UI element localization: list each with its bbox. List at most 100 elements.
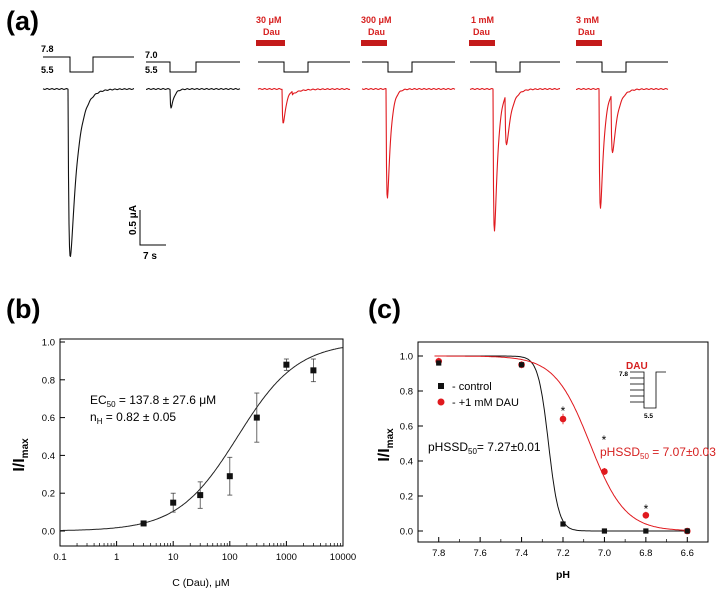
data-point-dau: [601, 468, 608, 475]
y-axis-title-b-sub: max: [20, 438, 31, 458]
dau-drug-label-4: Dau: [578, 27, 595, 37]
data-point-b: [253, 414, 260, 421]
protocol-high-label-2: 7.0: [145, 50, 158, 60]
current-trace-control-1: [42, 88, 135, 257]
y-axis-title-c: I/Imax: [376, 428, 396, 462]
data-point-control: [684, 528, 690, 534]
fit-curve-dau: [434, 355, 690, 531]
x-tick-label-b: 100: [222, 552, 238, 563]
dau-conc-label-2: 300 μM: [361, 15, 392, 25]
phssd50-dau-annotation: pHSSD50 = 7.07±0.03: [600, 445, 716, 461]
protocol-trace-4: [362, 61, 455, 73]
phssd50-control-annotation: pHSSD50= 7.27±0.01: [428, 440, 541, 456]
nh-prefix: n: [90, 410, 97, 424]
y-tick-label-b: 0.0: [42, 527, 55, 538]
data-point-b: [140, 520, 147, 527]
x-tick-label-c: 7.6: [474, 548, 487, 559]
y-tick-label-b: 1.0: [42, 338, 55, 349]
scale-time-label: 7 s: [143, 251, 157, 262]
y-tick-label-b: 0.2: [42, 489, 55, 500]
data-point-b: [197, 492, 204, 499]
x-tick-label-c: 7.2: [556, 548, 569, 559]
protocol-low-label-2: 5.5: [145, 65, 158, 75]
y-axis-title-b: I/Imax: [11, 438, 31, 472]
phssd50-dau-value: = 7.07±0.03: [649, 445, 716, 459]
x-tick-label-c: 7.0: [598, 548, 611, 559]
y-axis-title-c-main: I/I: [376, 448, 393, 461]
ec50-annotation: EC50 = 137.8 ± 27.6 μM: [90, 393, 216, 409]
panel-label-a: (a): [6, 6, 39, 36]
x-tick-label-b: 1000: [276, 552, 297, 563]
protocol-high-label-1: 7.8: [41, 44, 54, 54]
legend-marker-control: [438, 383, 444, 389]
x-tick-label-c: 7.8: [432, 548, 445, 559]
dau-conc-label-3: 1 mM: [471, 15, 494, 25]
data-point-control: [601, 528, 608, 534]
plot-frame-b: [59, 338, 344, 547]
nh-sub: H: [97, 417, 103, 426]
significance-star-7-0: *: [602, 433, 607, 447]
protocol-trace-3: [258, 61, 350, 73]
x-tick-label-b: 10000: [330, 552, 356, 563]
data-point-b: [310, 367, 317, 374]
dau-bar-3: [469, 40, 495, 46]
y-tick-label-c: 0.6: [400, 422, 413, 433]
current-trace-dau-1mM: [469, 88, 561, 232]
inset-protocol: [630, 371, 666, 409]
y-tick-label-b: 0.6: [42, 413, 55, 424]
x-tick-label-c: 7.4: [515, 548, 528, 559]
phssd50-control-value: = 7.27±0.01: [477, 440, 541, 454]
dau-drug-label-3: Dau: [473, 27, 490, 37]
data-point-b: [283, 361, 290, 368]
x-tick-label-b: 1: [114, 552, 119, 563]
protocol-trace-6: [576, 61, 668, 73]
phssd50-control-sub: 50: [468, 447, 477, 456]
x-axis-title-c: pH: [556, 569, 570, 581]
dau-drug-label-2: Dau: [368, 27, 385, 37]
data-point-b: [170, 499, 177, 506]
data-point-control: [560, 521, 566, 527]
dau-bar-4: [576, 40, 602, 46]
inset-low-label: 5.5: [644, 413, 653, 420]
dau-bar-2: [361, 40, 387, 46]
scale-current-label: 0.5 μA: [128, 205, 139, 235]
inset-title: DAU: [626, 361, 648, 372]
nh-value: = 0.82 ± 0.05: [102, 410, 176, 424]
data-point-b: [226, 473, 233, 480]
current-trace-dau-3mM: [575, 88, 669, 209]
dau-drug-label-1: Dau: [263, 27, 280, 37]
data-point-dau: [642, 511, 650, 519]
x-tick-label-b: 10: [168, 552, 179, 563]
dau-conc-label-4: 3 mM: [576, 15, 599, 25]
y-tick-label-c: 0.4: [400, 457, 413, 468]
current-trace-control-2: [145, 88, 241, 109]
fit-curve-b: [60, 347, 344, 531]
panel-a: 7.8 5.5 7.0 5.5 30 μM Dau 300 μM Dau 1 m…: [41, 15, 669, 262]
y-tick-label-c: 0.2: [400, 492, 413, 503]
scale-bar: [139, 210, 166, 246]
current-trace-dau-30uM: [257, 88, 351, 124]
panel-label-c: (c): [368, 294, 401, 324]
inset-high-label: 7.8: [619, 371, 628, 378]
ec50-value: = 137.8 ± 27.6 μM: [116, 393, 217, 407]
panel-label-b: (b): [6, 294, 40, 324]
dau-bar-1: [256, 40, 285, 46]
panel-c: 7.8 7.6 7.4 7.2 7.0 6.8 6.6 0.0 0.2 0.4 0.6 0.8 1.0…: [376, 341, 716, 581]
legend-label-control: - control: [452, 381, 492, 393]
svg-text:I/Imax: I/Imax: [376, 428, 396, 462]
significance-star-7-2: *: [561, 404, 566, 418]
ec50-sub: 50: [107, 400, 116, 409]
phssd50-control-prefix: pHSSD: [428, 440, 468, 454]
x-tick-label-b: 0.1: [53, 552, 66, 563]
dau-conc-label-1: 30 μM: [256, 15, 282, 25]
data-point-dau: [559, 415, 567, 423]
protocol-trace-2: [146, 61, 240, 73]
current-trace-dau-300uM: [361, 88, 456, 199]
ec50-prefix: EC: [90, 393, 107, 407]
significance-star-6-8: *: [644, 502, 649, 516]
data-point-control: [518, 362, 525, 368]
data-point-control: [436, 360, 442, 366]
data-point-control: [643, 528, 649, 534]
phssd50-dau-prefix: pHSSD: [600, 445, 640, 459]
